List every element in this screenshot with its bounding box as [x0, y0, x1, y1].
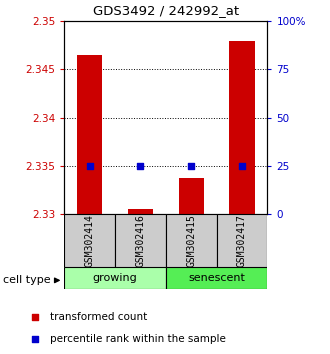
Point — [239, 163, 245, 169]
Point — [188, 163, 194, 169]
Text: growing: growing — [93, 273, 138, 282]
Title: GDS3492 / 242992_at: GDS3492 / 242992_at — [93, 4, 239, 17]
Text: percentile rank within the sample: percentile rank within the sample — [50, 334, 225, 344]
Text: GSM302417: GSM302417 — [237, 214, 247, 267]
Point — [138, 163, 143, 169]
Bar — [166, 214, 216, 267]
Bar — [166, 267, 267, 289]
Bar — [77, 55, 102, 214]
Bar — [216, 214, 267, 267]
Point — [32, 336, 37, 342]
Bar — [229, 41, 255, 214]
Point — [87, 163, 92, 169]
Bar — [115, 214, 166, 267]
Bar — [179, 178, 204, 214]
Bar — [128, 209, 153, 214]
Point — [32, 314, 37, 320]
Text: GSM302416: GSM302416 — [135, 214, 146, 267]
Text: cell type: cell type — [3, 275, 51, 285]
Bar — [64, 214, 115, 267]
Text: transformed count: transformed count — [50, 312, 147, 322]
Bar — [64, 267, 166, 289]
Text: senescent: senescent — [188, 273, 245, 282]
Text: GSM302414: GSM302414 — [85, 214, 95, 267]
Text: GSM302415: GSM302415 — [186, 214, 196, 267]
